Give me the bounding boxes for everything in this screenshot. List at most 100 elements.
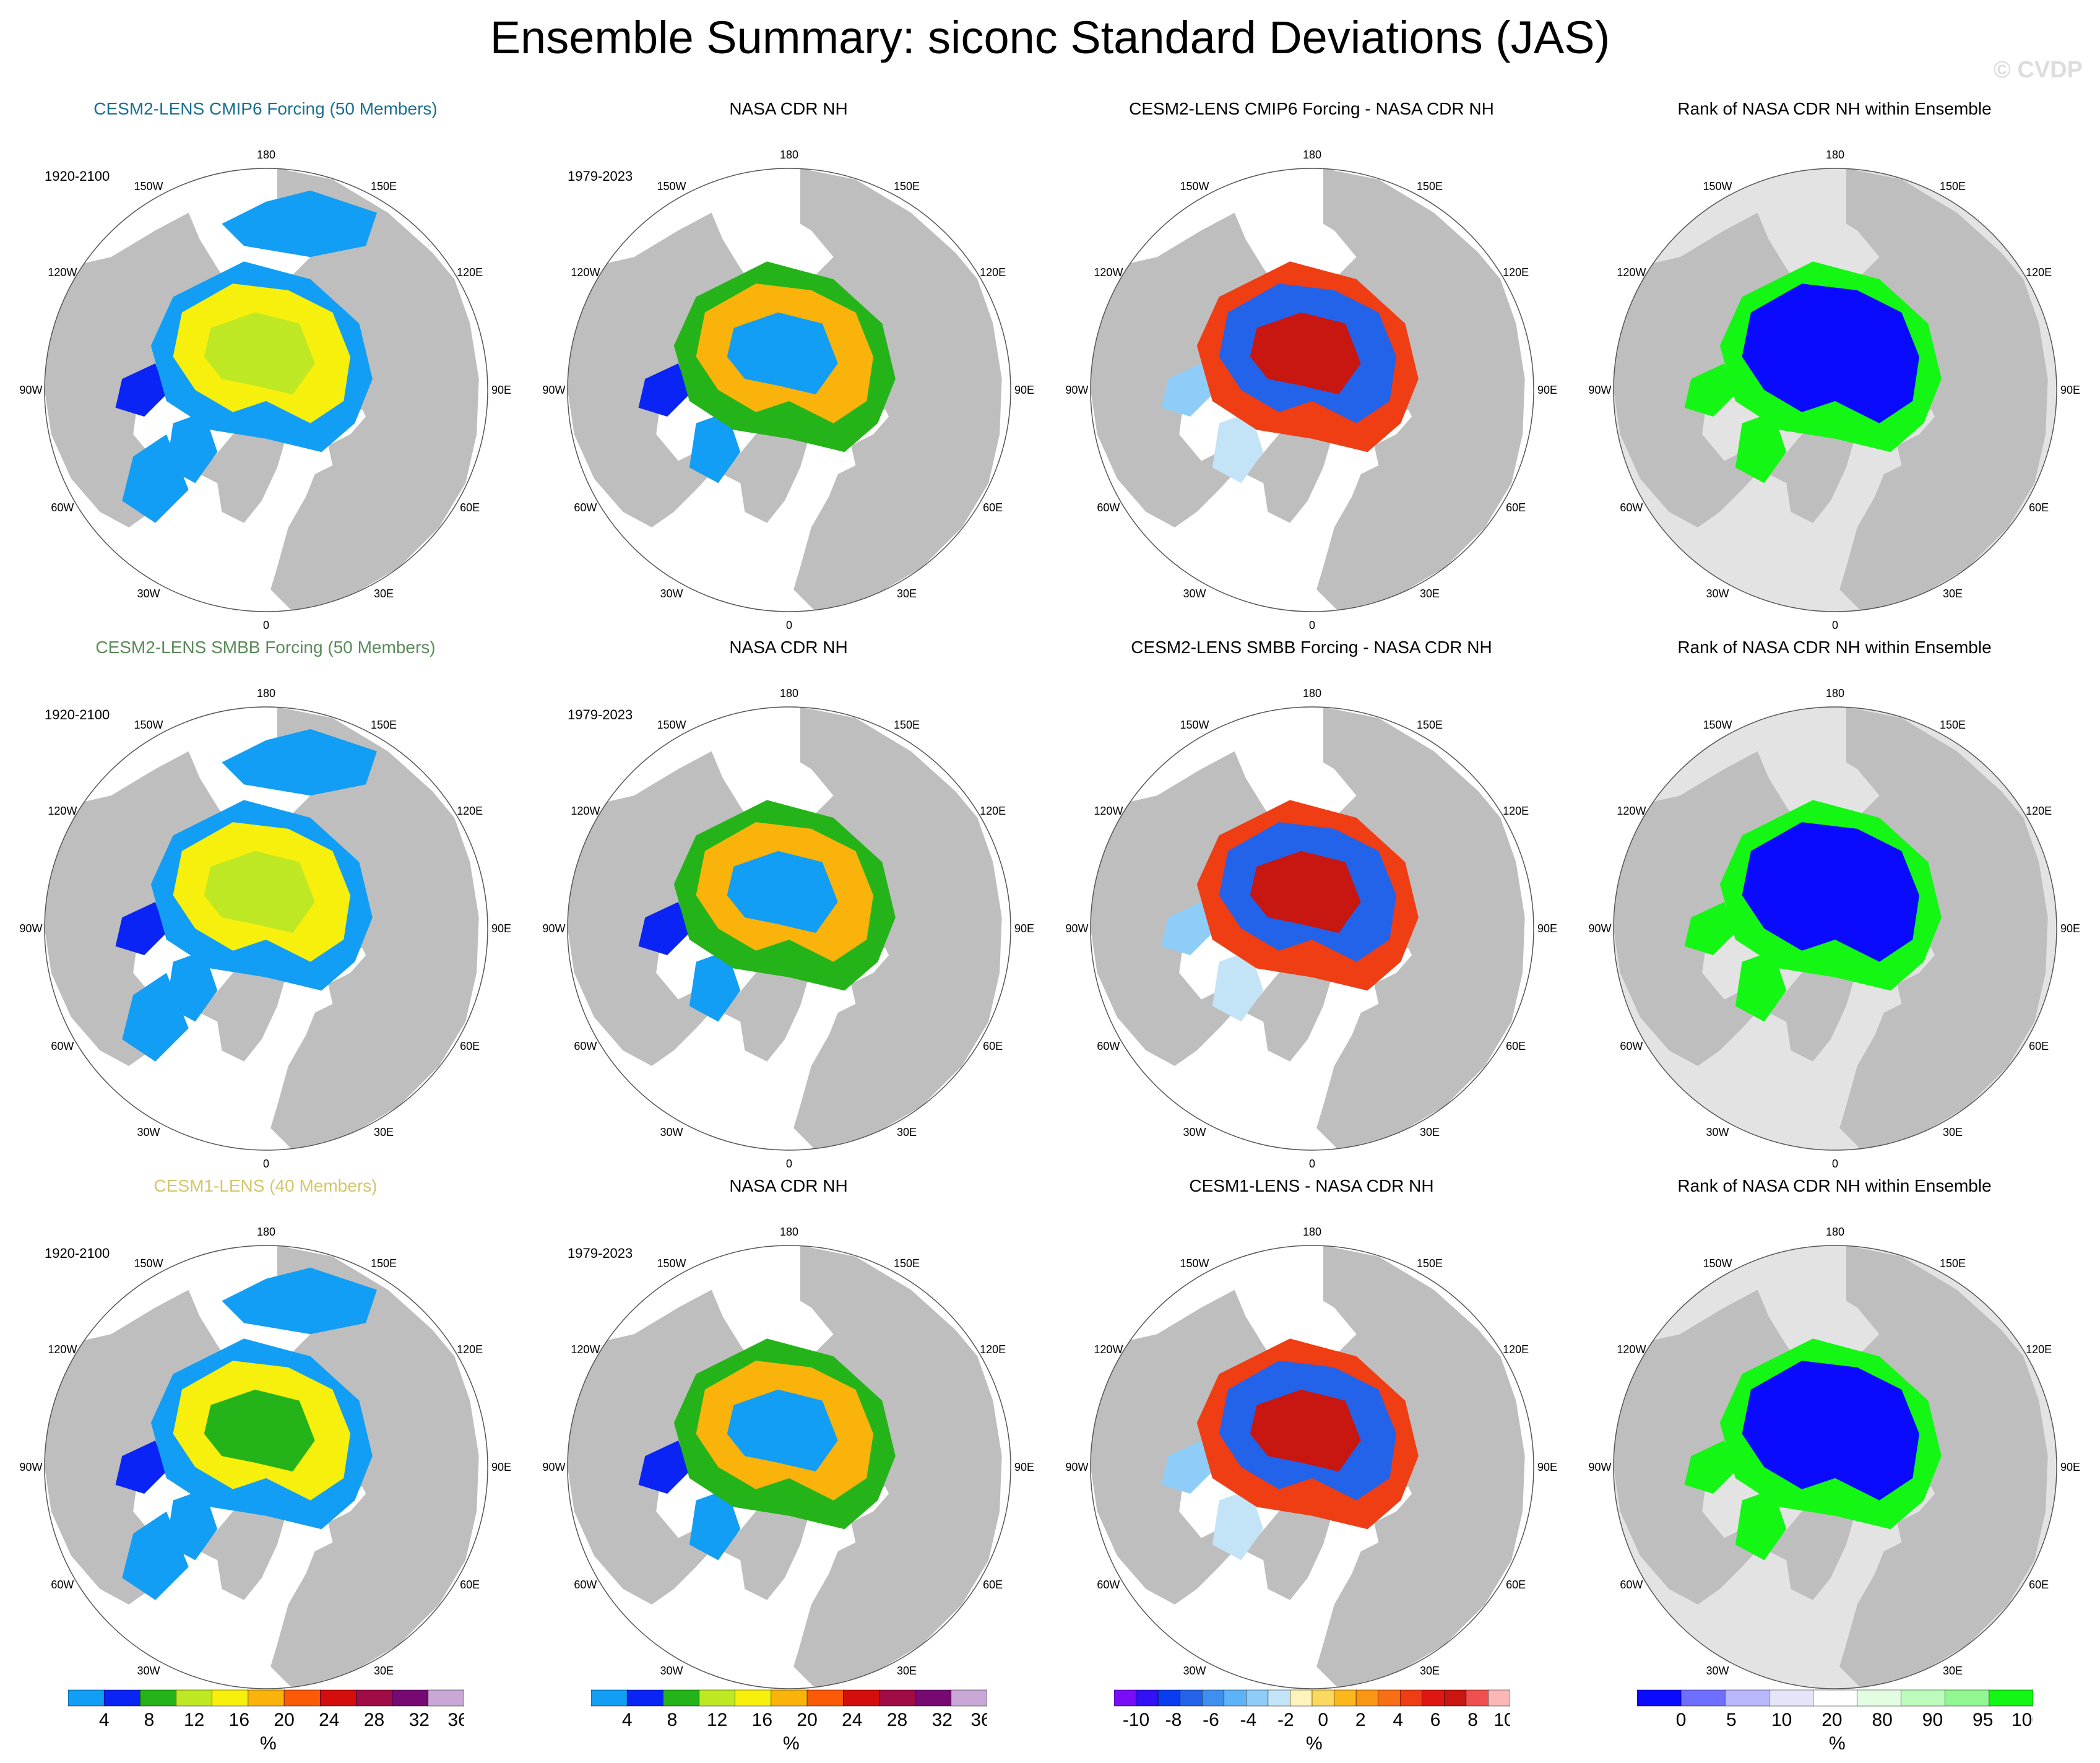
polar-map: 180 150E 120E 90E 60E 30E 0 30W 60W 90W 120W 150W — [1588, 687, 2080, 1170]
longitude-label: 180 — [257, 1226, 275, 1238]
sea-ice-field — [1250, 312, 1361, 395]
colorbar-swatch — [1268, 1689, 1290, 1707]
longitude-label: 120E — [980, 266, 1006, 279]
colorbar-swatch — [590, 1689, 628, 1707]
colorbar-tick-label: 28 — [364, 1710, 384, 1730]
longitude-label: 120W — [1617, 266, 1646, 279]
period-label: 1979-2023 — [568, 168, 633, 184]
longitude-label: 150W — [657, 1257, 686, 1270]
map-panel-ensemble: CESM2-LENS SMBB Forcing (50 Members) 180 1… — [0, 638, 531, 1170]
longitude-label: 150E — [894, 180, 920, 193]
land-shape — [1839, 1245, 2048, 1689]
longitude-label: 150E — [1940, 180, 1966, 193]
longitude-label: 90W — [542, 1461, 565, 1473]
sea-ice-field — [1161, 902, 1212, 955]
colorbar-swatch — [1488, 1689, 1511, 1707]
longitude-label: 180 — [1826, 149, 1844, 161]
longitude-label: 60W — [1097, 1579, 1120, 1591]
colorbar-swatch — [1290, 1689, 1313, 1707]
colorbar-swatch — [1334, 1689, 1357, 1707]
longitude-label: 120E — [457, 266, 483, 279]
sea-ice-field — [1735, 412, 1787, 483]
polar-map: 180 150E 120E 90E 60E 30E 0 30W 60W 90W 120W 150W — [19, 149, 511, 631]
longitude-label: 120W — [1094, 266, 1123, 279]
longitude-label: 150W — [1703, 1257, 1732, 1270]
land-shape — [1316, 1245, 1525, 1689]
land-shape — [199, 1489, 288, 1600]
polar-map: 180 150E 120E 90E 60E 30E 0 30W 60W 90W 120W 150W — [1065, 687, 1557, 1170]
land-shape — [889, 1427, 914, 1467]
colorbar-swatch — [1201, 1689, 1225, 1707]
colorbar-std: 4 8 12 16 20 24 28 32 36% — [67, 1689, 469, 1757]
longitude-label: 0 — [1832, 1158, 1838, 1170]
sea-ice-field — [115, 902, 166, 955]
longitude-label: 60W — [574, 1040, 597, 1052]
panel-title: CESM2-LENS SMBB Forcing - NASA CDR NH — [1131, 638, 1492, 657]
panel-title: Rank of NASA CDR NH within Ensemble — [1677, 1176, 1992, 1195]
colorbar-units: % — [783, 1733, 800, 1754]
longitude-label: 120E — [457, 805, 483, 817]
colorbar-swatch — [626, 1689, 663, 1707]
land-shape — [1768, 412, 1857, 523]
colorbar-swatch — [1813, 1689, 1857, 1707]
longitude-label: 180 — [257, 687, 275, 700]
colorbar-diff: -10 -8 -6 -4 -2 0 2 4 6 8 10% — [1113, 1689, 1515, 1757]
longitude-label: 120E — [2026, 266, 2052, 279]
longitude-label: 120W — [1617, 805, 1646, 817]
page-title: Ensemble Summary: siconc Standard Deviat… — [490, 12, 1610, 63]
longitude-label: 120E — [980, 805, 1006, 817]
longitude-label: 30E — [374, 1665, 394, 1677]
sea-ice-field — [1250, 851, 1361, 933]
longitude-label: 120W — [48, 805, 77, 817]
longitude-label: 30W — [137, 587, 160, 600]
colorbar-tick-label: 6 — [1430, 1710, 1441, 1730]
panel-title: CESM2-LENS CMIP6 Forcing (50 Members) — [93, 99, 438, 118]
longitude-label: 30E — [1420, 1126, 1440, 1138]
longitude-label: 150E — [1940, 719, 1966, 731]
longitude-label: 150W — [134, 1257, 163, 1270]
longitude-label: 30E — [897, 1665, 917, 1677]
longitude-label: 120W — [571, 805, 600, 817]
longitude-label: 30E — [1943, 1665, 1963, 1677]
sea-ice-field — [1250, 1389, 1361, 1472]
land-shape — [1334, 1039, 1379, 1106]
longitude-label: 150E — [1417, 1257, 1443, 1270]
colorbar-swatch — [735, 1689, 772, 1707]
land-shape — [889, 888, 914, 929]
map-border — [44, 168, 488, 612]
longitude-label: 30E — [374, 587, 394, 600]
colorbar-swatch — [1901, 1689, 1946, 1707]
longitude-label: 60E — [2029, 1579, 2049, 1591]
longitude-label: 120E — [1503, 1343, 1529, 1356]
colorbar-tick-label: 5 — [1726, 1710, 1737, 1730]
panel-title: CESM1-LENS - NASA CDR NH — [1189, 1176, 1434, 1195]
land-shape — [288, 1039, 333, 1106]
longitude-label: 120W — [571, 1343, 600, 1356]
colorbar-tick-label: 28 — [887, 1710, 907, 1730]
sea-ice-field — [204, 1389, 315, 1472]
land-shape — [288, 1578, 333, 1645]
panel-title: CESM2-LENS SMBB Forcing (50 Members) — [95, 638, 436, 657]
colorbar-tick-label: 4 — [622, 1710, 633, 1730]
longitude-label: 30E — [1943, 1126, 1963, 1138]
period-label: 1920-2100 — [45, 707, 110, 722]
longitude-label: 60W — [1097, 501, 1120, 514]
land-shape — [1245, 412, 1334, 523]
land-shape — [722, 950, 811, 1062]
colorbar-swatch — [1945, 1689, 1990, 1707]
land-shape — [889, 350, 914, 390]
land-shape — [199, 950, 288, 1062]
colorbar-tick-label: 4 — [99, 1710, 110, 1730]
longitude-label: 30E — [374, 1126, 394, 1138]
map-panel-ensemble: CESM2-LENS CMIP6 Forcing (50 Members) 180… — [0, 99, 531, 631]
map-border — [1613, 1245, 2057, 1689]
colorbar-tick-label: 80 — [1872, 1710, 1893, 1730]
longitude-label: 120E — [457, 1343, 483, 1356]
sea-ice-field — [1212, 412, 1264, 483]
land-shape — [1768, 950, 1857, 1062]
longitude-label: 60W — [574, 1579, 597, 1591]
colorbar-swatch — [248, 1689, 285, 1707]
longitude-label: 60W — [51, 1040, 74, 1052]
map-border — [44, 1245, 488, 1689]
longitude-label: 0 — [263, 1158, 269, 1170]
